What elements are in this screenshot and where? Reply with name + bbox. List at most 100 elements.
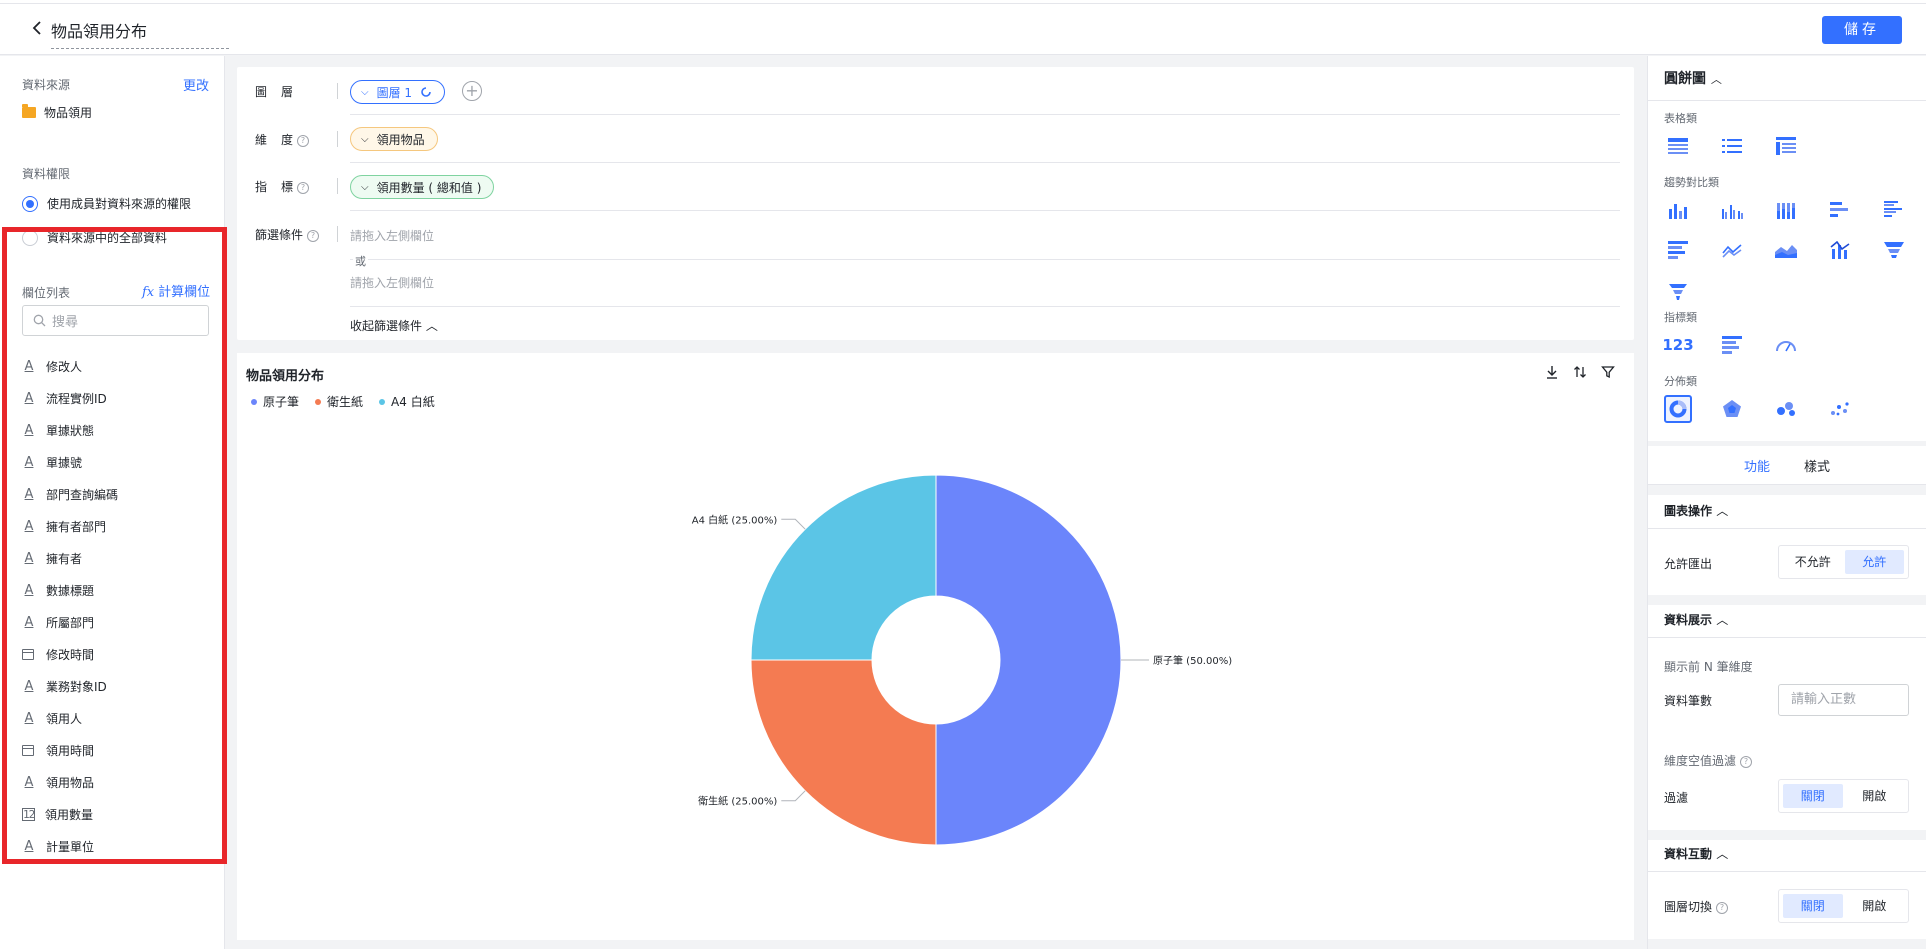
data-count-input[interactable]: 請輸入正數 (1778, 684, 1909, 716)
pie-slice[interactable] (750, 659, 937, 846)
field-list-item[interactable]: A 領用人 (22, 702, 212, 734)
field-list-item[interactable]: 領用時間 (22, 734, 212, 766)
tab-style[interactable]: 樣式 (1804, 460, 1831, 475)
funnel-chart-icon[interactable] (1880, 236, 1908, 264)
field-list-item[interactable]: A 修改人 (22, 350, 212, 382)
field-list-item[interactable]: 12 領用數量 (22, 798, 212, 830)
conversion-funnel-icon[interactable] (1664, 278, 1692, 306)
pie-slice[interactable] (750, 474, 937, 661)
sort-icon[interactable] (1573, 365, 1587, 379)
field-label: 擁有者部門 (46, 519, 107, 534)
chart-ops-title[interactable]: 圖表操作 ︿ (1664, 504, 1729, 518)
calendar-icon (22, 648, 34, 660)
indicator-card-icon[interactable]: 123 (1662, 331, 1693, 359)
change-data-source-link[interactable]: 更改 (183, 79, 210, 94)
text-field-icon: A (24, 390, 34, 406)
pie-chart-icon[interactable] (1664, 395, 1692, 423)
field-list-item[interactable]: A 所屬部門 (22, 606, 212, 638)
filter-drop-zone-1[interactable]: 請拖入左側欄位 (350, 229, 435, 243)
chevron-up-icon: ︿ (1716, 847, 1729, 861)
back-arrow-icon[interactable] (30, 18, 44, 38)
refresh-icon (421, 87, 431, 97)
field-list-item[interactable]: A 領用物品 (22, 766, 212, 798)
layer-switch-off[interactable]: 關閉 (1783, 894, 1843, 918)
layer-pill-label: 圖層 1 (376, 85, 413, 100)
field-list-item[interactable]: A 數據標題 (22, 574, 212, 606)
field-list-item[interactable]: A 擁有者部門 (22, 510, 212, 542)
filter-drop-zone-2[interactable]: 請拖入左側欄位 (350, 276, 435, 290)
data-interaction-title[interactable]: 資料互動 ︿ (1664, 847, 1729, 861)
divider (1648, 528, 1926, 529)
list-chart-icon[interactable] (1718, 132, 1746, 160)
legend-item[interactable]: A4 白紙 (379, 393, 435, 410)
field-list-item[interactable]: A 單據狀態 (22, 414, 212, 446)
donut-chart: 原子筆 (50.00%) 衛生紙 (25.00%) A4 白紙 (25.00%) (692, 474, 1232, 846)
bar-chart-icon[interactable] (1826, 196, 1854, 224)
dimension-pill[interactable]: ⌵ 領用物品 (350, 127, 438, 151)
permission-option-member[interactable]: 使用成員對資料來源的權限 (22, 195, 191, 212)
filter-option-on[interactable]: 開啟 (1862, 789, 1887, 803)
export-option-allow[interactable]: 允許 (1844, 550, 1904, 574)
data-display-title[interactable]: 資料展示 ︿ (1664, 613, 1729, 627)
filter-option-off[interactable]: 關閉 (1783, 784, 1843, 808)
null-filter-toggle[interactable]: 關閉 開啟 (1778, 779, 1909, 813)
top-n-label: 顯示前 N 筆維度 (1664, 660, 1753, 674)
permission-label: 資料權限 (22, 167, 71, 181)
help-icon[interactable]: ? (307, 229, 320, 242)
gauge-icon[interactable] (1772, 331, 1800, 359)
tab-function[interactable]: 功能 (1744, 456, 1771, 487)
field-list-item[interactable]: 修改時間 (22, 638, 212, 670)
grouped-bar-icon[interactable] (1880, 196, 1908, 224)
calc-field-link[interactable]: fx 計算欄位 (142, 281, 210, 300)
line-chart-icon[interactable] (1718, 236, 1746, 264)
stacked-bar-icon[interactable] (1664, 236, 1692, 264)
layer-switch-on[interactable]: 開啟 (1862, 899, 1887, 913)
area-chart-icon[interactable] (1772, 236, 1800, 264)
config-panel: 圖層 ⌵ 圖層 1 + 維度? ⌵ 領用物品 指標? ⌵ 領用數量 ( 總和值 … (237, 67, 1634, 340)
field-search-input[interactable]: 搜尋 (22, 305, 209, 336)
field-list-item[interactable]: A 業務對象ID (22, 670, 212, 702)
export-option-disallow[interactable]: 不允許 (1794, 555, 1831, 569)
table-chart-icon[interactable] (1664, 132, 1692, 160)
field-list-item[interactable]: A 單據號 (22, 446, 212, 478)
column-chart-icon[interactable] (1664, 196, 1692, 224)
field-list-item[interactable]: A 擁有者 (22, 542, 212, 574)
chart-toolbar (1545, 365, 1615, 379)
indicator-bar-icon[interactable] (1718, 331, 1746, 359)
stacked-column-icon[interactable] (1772, 196, 1800, 224)
collapse-filter-button[interactable]: 收起篩選條件 ︿ (350, 317, 438, 334)
pivot-table-icon[interactable] (1772, 132, 1800, 160)
group-distribution-label: 分佈類 (1664, 375, 1697, 388)
field-list-item[interactable]: A 部門查詢編碼 (22, 478, 212, 510)
scatter-chart-icon[interactable] (1772, 395, 1800, 423)
field-label: 領用時間 (46, 743, 95, 758)
legend-item[interactable]: 衛生紙 (315, 393, 363, 410)
filter-icon[interactable] (1601, 365, 1615, 379)
page-title[interactable]: 物品領用分布 (51, 18, 229, 49)
chart-type-title[interactable]: 圓餅圖 ︿ (1664, 71, 1722, 87)
help-icon[interactable]: ? (1716, 901, 1729, 914)
layer-switch-toggle[interactable]: 關閉 開啟 (1778, 889, 1909, 923)
layer-pill[interactable]: ⌵ 圖層 1 (350, 80, 446, 104)
help-icon[interactable]: ? (1740, 755, 1753, 768)
allow-export-toggle[interactable]: 不允許 允許 (1778, 545, 1909, 579)
radio-selected[interactable] (22, 195, 38, 212)
combo-chart-icon[interactable] (1826, 236, 1854, 264)
field-list-item[interactable]: A 計量單位 (22, 830, 212, 862)
help-icon[interactable]: ? (297, 181, 310, 194)
add-layer-icon[interactable]: + (462, 81, 482, 101)
save-button[interactable]: 儲存 (1822, 16, 1902, 44)
field-list-item[interactable]: A 流程實例ID (22, 382, 212, 414)
grouped-column-icon[interactable] (1718, 196, 1746, 224)
bubble-chart-icon[interactable] (1826, 395, 1854, 423)
field-list-title: 欄位列表 (22, 286, 71, 300)
text-field-icon: A (24, 486, 34, 502)
metric-pill[interactable]: ⌵ 領用數量 ( 總和值 ) (350, 175, 495, 199)
pie-slice[interactable] (935, 474, 1122, 846)
legend-item[interactable]: 原子筆 (251, 393, 299, 410)
download-icon[interactable] (1545, 365, 1559, 379)
fx-icon: fx (142, 285, 155, 300)
radar-chart-icon[interactable] (1718, 395, 1746, 423)
help-icon[interactable]: ? (297, 134, 310, 147)
text-field-icon: A (24, 838, 34, 854)
